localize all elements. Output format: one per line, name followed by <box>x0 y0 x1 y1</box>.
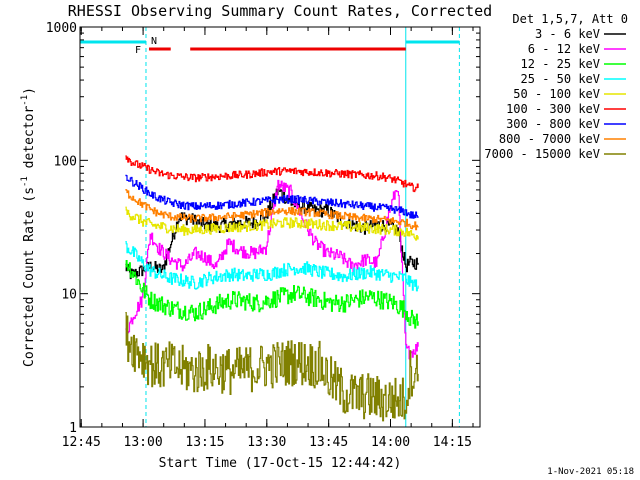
legend-label-2: 12 - 25 keV <box>521 57 600 71</box>
legend-header: Det 1,5,7, Att 0 <box>512 12 628 26</box>
flare-flag-label: F <box>135 45 141 56</box>
x-tick-label-6: 14:15 <box>433 435 472 450</box>
y-tick-label-2: 100 <box>54 154 77 169</box>
series-800-7000-keV-group <box>125 189 419 231</box>
y-tick-label-0: 1 <box>69 421 77 436</box>
series-line-3 <box>125 241 419 292</box>
legend-label-6: 300 - 800 keV <box>506 117 600 131</box>
series-line-7 <box>125 189 419 231</box>
x-tick-label-5: 14:00 <box>371 435 410 450</box>
series-layer <box>125 155 419 422</box>
legend-label-0: 3 - 6 keV <box>535 27 600 41</box>
legend-label-8: 7000 - 15000 keV <box>484 147 600 161</box>
legend-label-7: 800 - 7000 keV <box>499 132 600 146</box>
night-flag-label: N <box>151 36 157 47</box>
y-tick-label-1: 10 <box>61 288 77 303</box>
series-line-4 <box>125 206 419 241</box>
x-tick-label-2: 13:15 <box>185 435 224 450</box>
axis-layer: 1 10 100 1000 12:45 13:00 13:15 13:30 13:45 14:00… <box>46 21 480 450</box>
y-axis-label-end: ) <box>22 87 37 95</box>
y-axis-label-main: Corrected Count Rate (s <box>22 187 37 367</box>
y-tick-label-3: 1000 <box>46 21 77 36</box>
legend-label-3: 25 - 50 keV <box>521 72 600 86</box>
x-tick-label-3: 13:30 <box>247 435 286 450</box>
legend-label-4: 50 - 100 keV <box>513 87 600 101</box>
series-25-50-keV-group <box>125 241 419 292</box>
legend-label-5: 100 - 300 keV <box>506 102 600 116</box>
y-axis-label-sup2: -1 <box>20 95 30 106</box>
chart-title: RHESSI Observing Summary Count Rates, Co… <box>68 2 492 20</box>
y-axis-label: Corrected Count Rate (s-1 detector-1) <box>20 87 37 367</box>
timestamp: 1-Nov-2021 05:18 <box>547 467 634 477</box>
legend-label-1: 6 - 12 keV <box>528 42 600 56</box>
series-12-25-keV-group <box>125 260 419 329</box>
plot-frame <box>79 26 481 428</box>
series-line-2 <box>125 260 419 329</box>
series-7000-15000-keV-group <box>125 312 419 422</box>
x-axis-label: Start Time (17-Oct-15 12:44:42) <box>159 456 402 471</box>
x-tick-label-4: 13:45 <box>309 435 348 450</box>
series-50-100-keV-group <box>125 206 419 241</box>
series-100-300-keV-group <box>125 155 419 193</box>
x-tick-label-1: 13:00 <box>124 435 163 450</box>
y-axis-label-sup1: -1 <box>20 176 30 187</box>
series-line-8 <box>125 312 419 422</box>
series-line-5 <box>125 155 419 193</box>
series-300-800-keV-group <box>125 174 419 219</box>
series-line-6 <box>125 174 419 219</box>
y-axis-label-mid: detector <box>22 106 37 177</box>
x-tick-label-0: 12:45 <box>62 435 101 450</box>
